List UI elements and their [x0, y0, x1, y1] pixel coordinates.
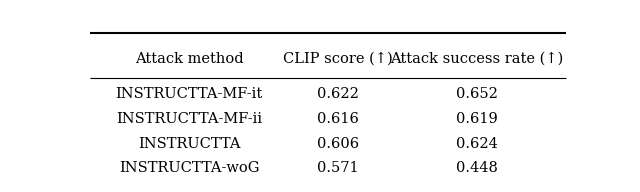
- Text: INSTRUCTTA-woG: INSTRUCTTA-woG: [119, 161, 259, 175]
- Text: 0.616: 0.616: [317, 112, 359, 126]
- Text: 0.652: 0.652: [456, 87, 498, 101]
- Text: INSTRUCTTA-MF-ii: INSTRUCTTA-MF-ii: [116, 112, 262, 126]
- Text: 0.619: 0.619: [456, 112, 498, 126]
- Text: 0.606: 0.606: [317, 137, 359, 151]
- Text: 0.622: 0.622: [317, 87, 359, 101]
- Text: INSTRUCTTA-MF-it: INSTRUCTTA-MF-it: [115, 87, 263, 101]
- Text: INSTRUCTTA: INSTRUCTTA: [138, 137, 241, 151]
- Text: 0.448: 0.448: [456, 161, 498, 175]
- Text: Attack success rate (↑): Attack success rate (↑): [390, 51, 563, 65]
- Text: 0.624: 0.624: [456, 137, 498, 151]
- Text: CLIP score (↑): CLIP score (↑): [283, 51, 393, 65]
- Text: 0.571: 0.571: [317, 161, 359, 175]
- Text: Attack method: Attack method: [135, 51, 243, 65]
